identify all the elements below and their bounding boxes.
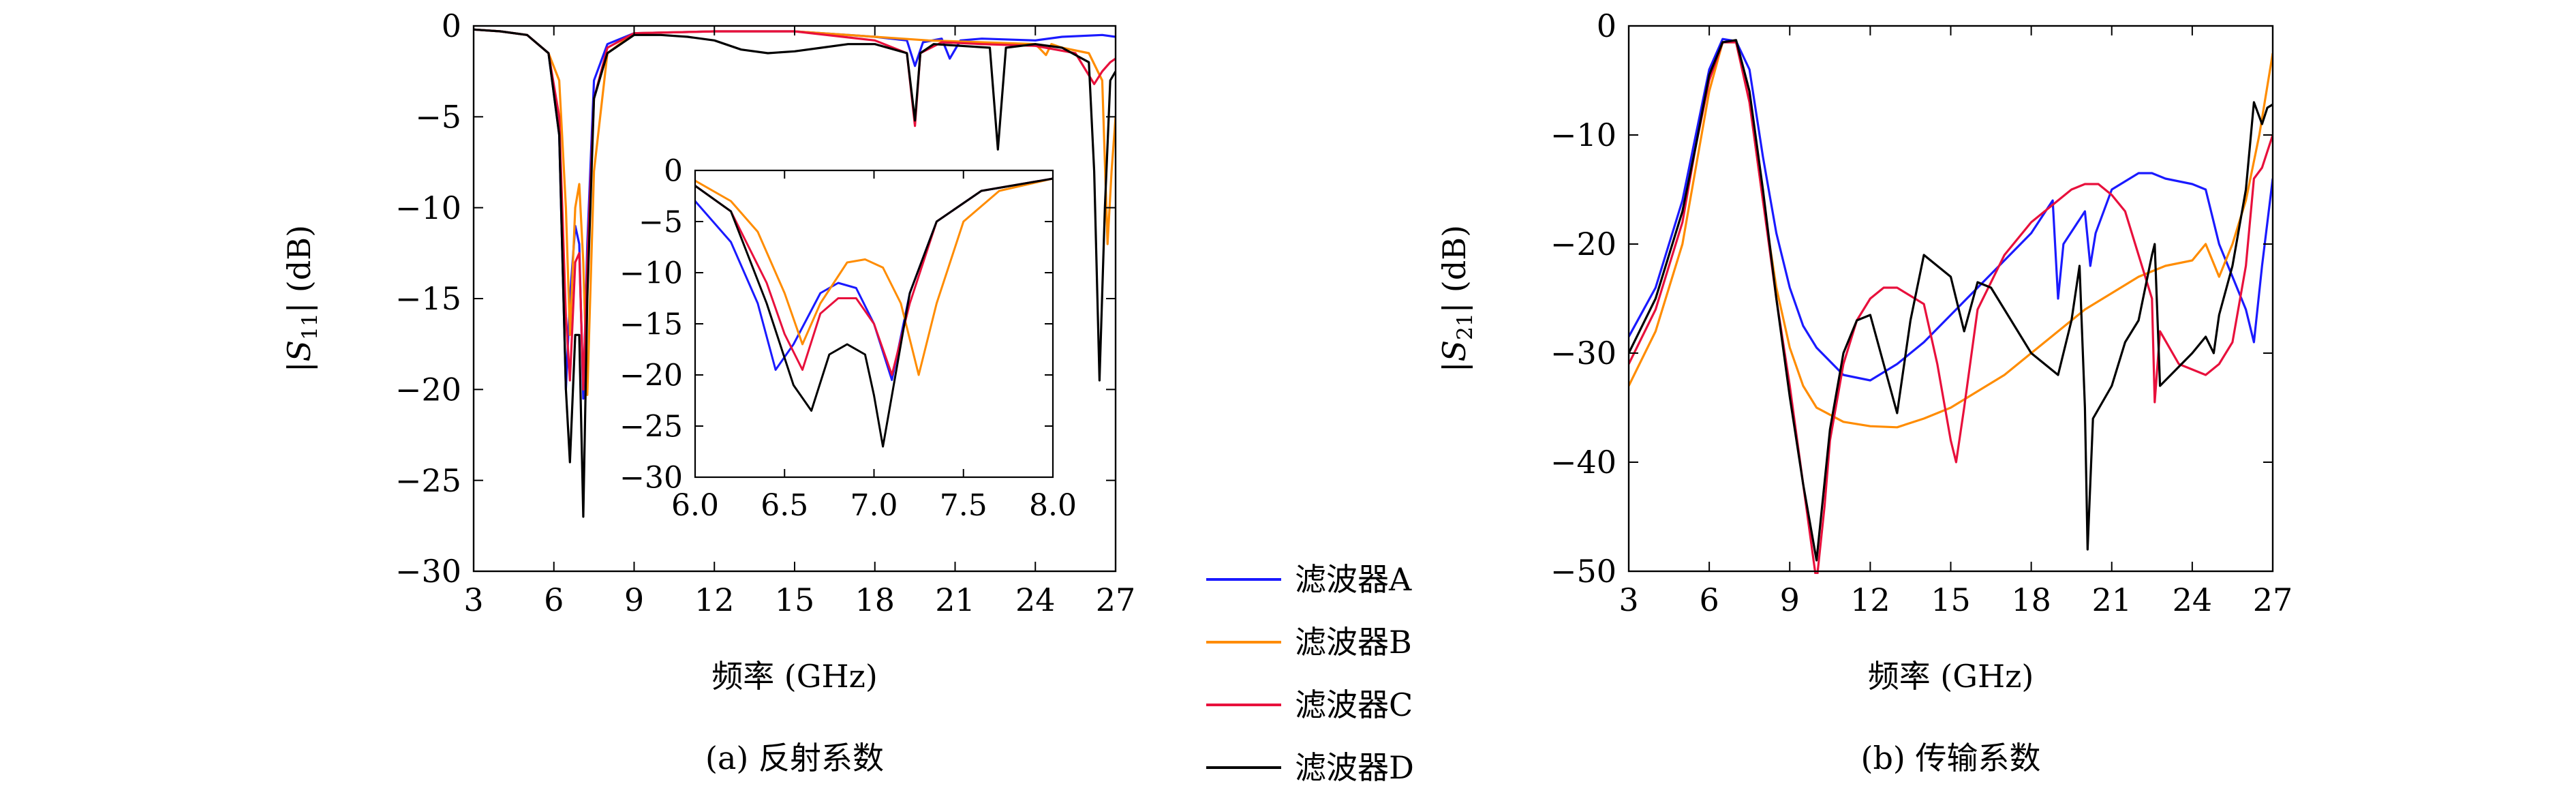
panel-a-x-tick-label: 18 [855,581,895,618]
legend-label: 滤波器C [1295,686,1413,723]
legend-label: 滤波器A [1295,561,1412,598]
panel-b-x-axis-label: 频率 (GHz) [1868,658,2034,695]
panel-b-y-tick-label: −30 [1550,335,1616,372]
panel-a-x-tick-label: 12 [694,581,735,618]
panel-a-x-tick-label: 21 [935,581,975,618]
panel-a-y-tick-label: 0 [442,7,461,44]
panel-b-x-tick-label: 21 [2091,581,2132,618]
panel-b-plot-area [1629,26,2273,571]
panel-b-x-tick-label: 27 [2253,581,2293,618]
panel-a-y-tick-label: −25 [395,462,461,499]
panel-a-inset-y-tick-label: −20 [619,358,683,393]
panel-b-x-tick-label: 12 [1850,581,1890,618]
panel-b-x-tick-label: 6 [1699,581,1719,618]
panel-a-inset-x-tick-label: 6.5 [761,488,808,523]
legend-label: 滤波器B [1295,624,1412,661]
panel-a-inset-x-tick-label: 7.5 [940,488,987,523]
panel-a-series-line-滤波器D [474,28,1116,518]
panel-b-y-tick-label: −50 [1550,553,1616,590]
panel-a-y-tick-label: −20 [395,371,461,408]
panel-b-transmission: 3 6 9 12 15 18 21 24 27 0 −10 −20 −30 −40 −50 |S21| (dB… [1436,7,2293,776]
panel-a-x-tick-label: 6 [544,581,564,618]
panel-a-y-tick-label: −15 [395,280,461,317]
panel-b-y-tick-label: −40 [1550,444,1616,481]
panel-a-x-tick-label: 3 [463,581,483,618]
panel-b-y-tick-label: −20 [1550,226,1616,262]
panel-a-inset-y-tick-label: 0 [664,153,683,188]
panel-a-inset-x-tick-label: 7.0 [850,488,898,523]
panel-a-y-tick-label: −30 [395,553,461,590]
panel-b-x-tick-label: 3 [1619,581,1638,618]
panel-b-x-tick-label: 18 [2011,581,2051,618]
panel-a-x-tick-label: 27 [1096,581,1136,618]
panel-a-inset-y-tick-label: −10 [619,256,683,290]
panel-a-reflection: 3 6 9 12 15 18 21 24 27 0 −5 −10 −15 −20 −25 −30 |S11| (… [281,7,1135,776]
panel-a-inset-series-line-滤波器D [695,177,1053,448]
panel-a-subfigure-caption: (a) 反射系数 [705,740,884,776]
panel-a-inset-series-line-滤波器B [695,177,1053,376]
panel-a-y-tick-label: −5 [415,98,461,135]
panel-b-y-tick-label: −10 [1550,117,1616,153]
panel-a-x-tick-label: 24 [1015,581,1056,618]
legend: 滤波器A 滤波器B 滤波器C 滤波器D [1206,561,1414,786]
panel-a-inset-y-tick-label: −5 [639,205,683,239]
panel-a-x-tick-label: 15 [775,581,815,618]
legend-label: 滤波器D [1295,749,1414,786]
panel-b-series-line-滤波器C [1629,41,2273,574]
panel-a-inset-y-tick-label: −15 [619,307,683,342]
panel-a-inset-y-tick-label: −25 [619,409,683,444]
panel-a-inset-y-tick-label: −30 [619,460,683,495]
panel-a-inset-x-tick-label: 8.0 [1029,488,1077,523]
panel-b-x-tick-label: 15 [1931,581,1971,618]
panel-a-inset: 6.0 6.5 7.0 7.5 8.0 0 −5 −10 −15 −20 −25 −30 [619,153,1077,523]
panel-a-y-axis-label: |S11| (dB) [281,225,322,372]
panel-a-x-axis-label: 频率 (GHz) [711,658,878,695]
panel-b-y-tick-label: 0 [1597,7,1616,44]
panel-b-y-axis-label: |S21| (dB) [1436,225,1477,372]
panel-b-x-tick-label: 24 [2173,581,2213,618]
panel-b-subfigure-caption: (b) 传输系数 [1861,740,2041,776]
panel-b-x-tick-label: 9 [1780,581,1800,618]
panel-a-y-tick-label: −10 [395,190,461,226]
panel-a-series-line-滤波器C [474,28,1116,391]
panel-a-inset-x-tick-label: 6.0 [671,488,719,523]
panel-b-series-line-滤波器D [1629,39,2273,562]
panel-a-x-tick-label: 9 [624,581,644,618]
